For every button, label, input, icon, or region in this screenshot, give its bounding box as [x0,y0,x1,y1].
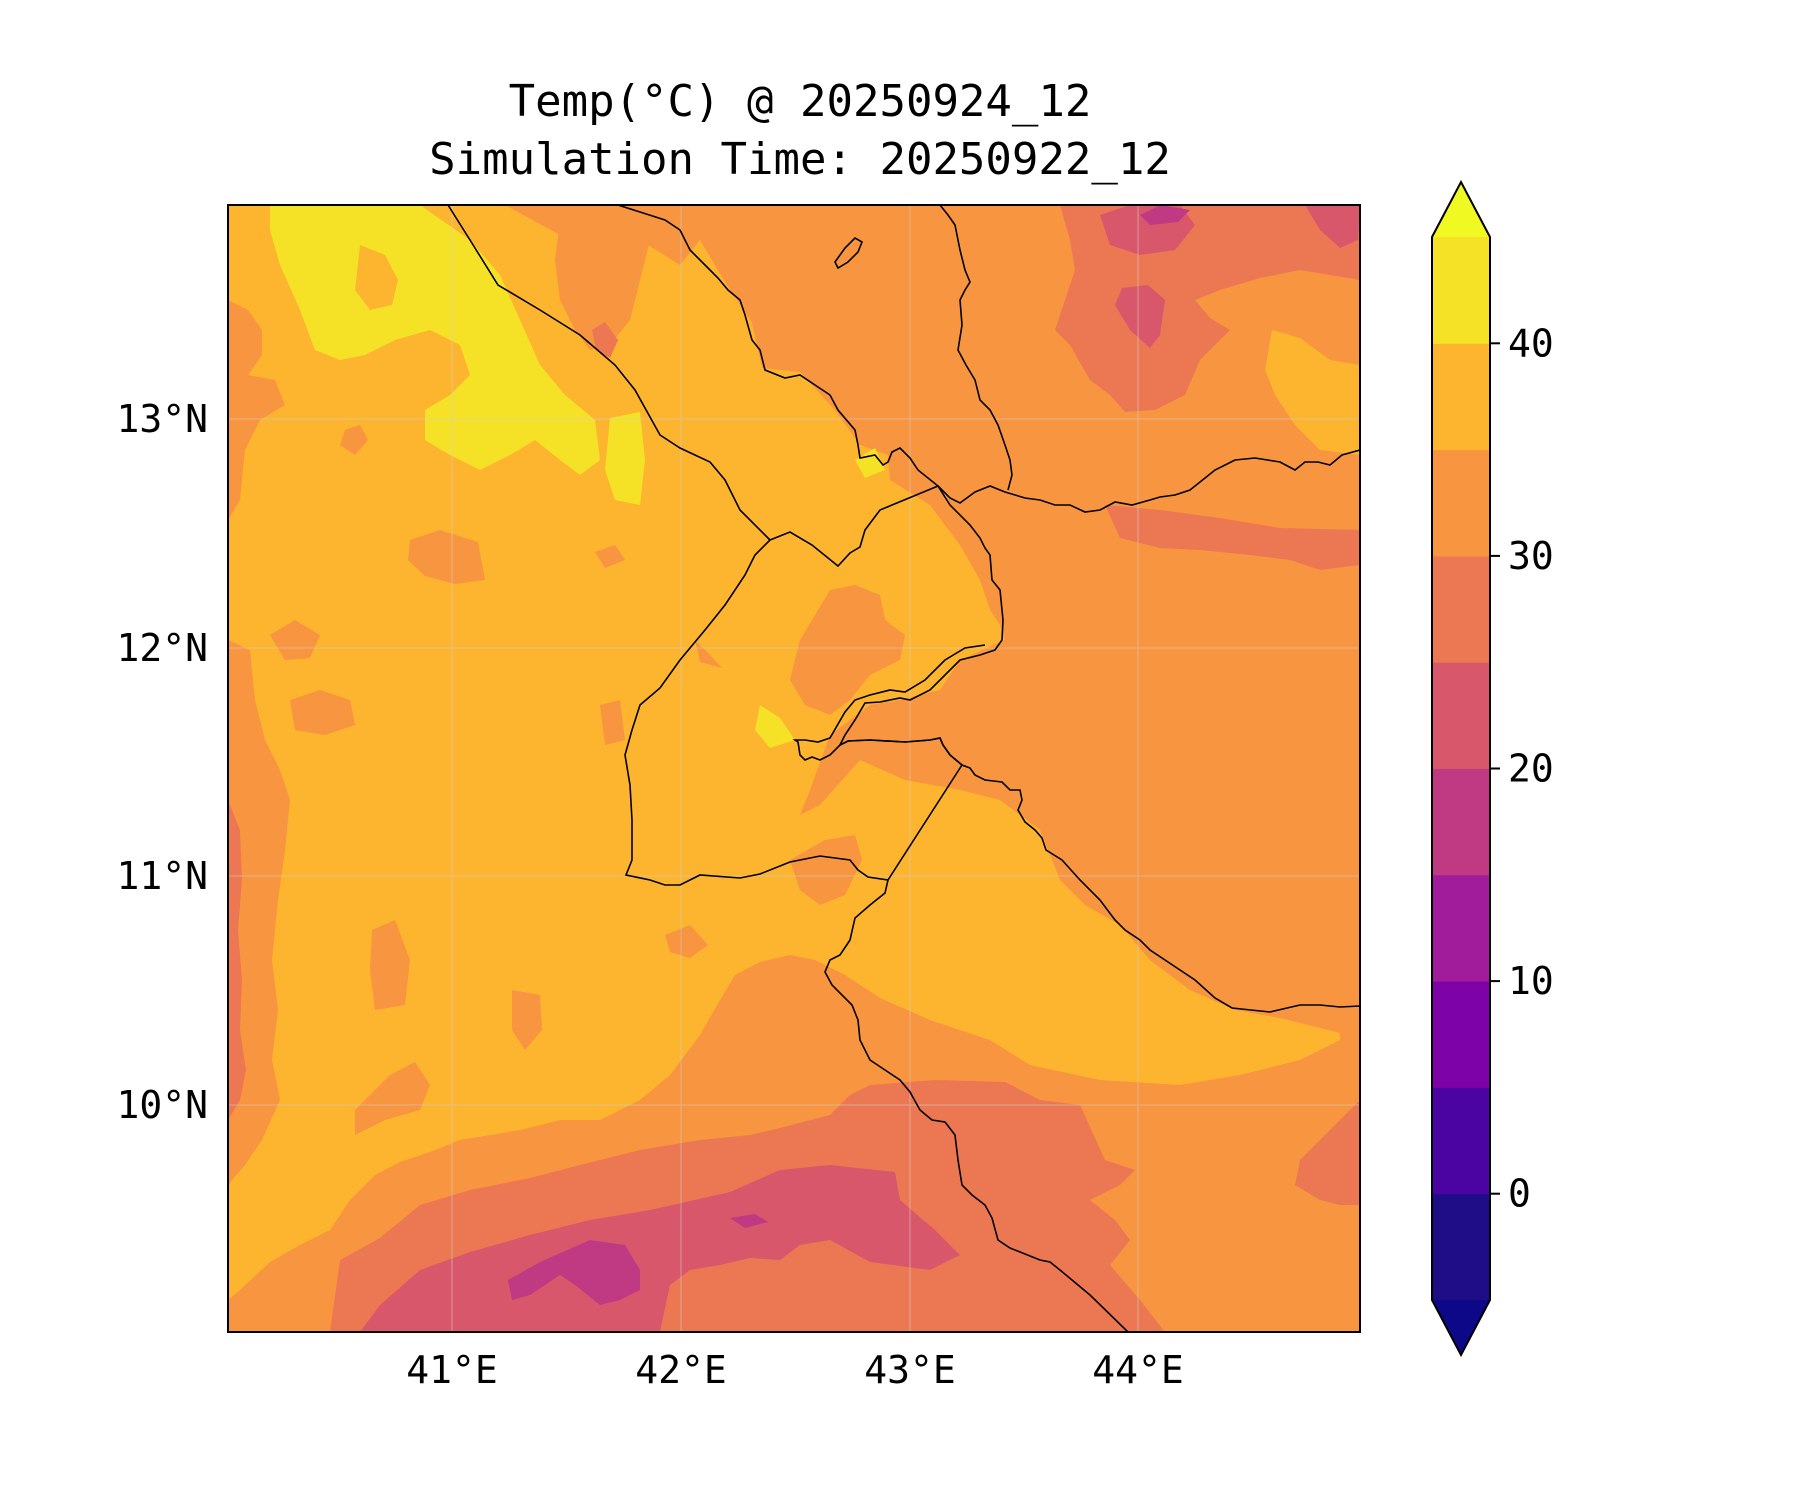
colorbar-segment [1432,555,1490,663]
colorbar-tick-label: 40 [1508,321,1554,365]
temperature-contour-fill [228,205,1360,1332]
colorbar-over-arrow [1432,182,1490,237]
contour-25-30-north-blob [592,322,618,358]
contour-25-30-east-coast [1105,505,1360,570]
colorbar-tick-label: 10 [1508,959,1554,1003]
gulf-of-tadjoura-coast [792,644,986,766]
contour-25-30-east [1055,205,1360,412]
ethiopia-djibouti-border [624,539,963,886]
contour-30-35-blob-8 [790,585,905,715]
contour-30-35-blob-14 [555,210,650,350]
arabia-coast [937,449,1360,513]
lon-tick-labels: 41°E 42°E 43°E 44°E [406,1348,1184,1392]
eritrea-djibouti-border [769,485,939,568]
contour-30-35-blob-5 [512,990,542,1050]
contour-20-25-south [360,1165,960,1332]
lon-tick-41: 41°E [406,1348,498,1392]
lon-tick-43: 43°E [864,1348,956,1392]
graticule [228,205,1360,1332]
map-title: Temp(°C) @ 20250924_12 [508,76,1092,127]
colorbar-segment [1432,1193,1490,1301]
contour-30-35-blob-9 [600,700,625,745]
colorbar-segment [1432,874,1490,982]
contour-25-30-southeast [1295,1100,1360,1205]
somalia-coast [824,879,1129,1332]
yemen-red-sea-coast [939,205,1013,491]
contour-30-35-blob-2 [290,690,355,735]
contour-30-35-blob-3 [270,620,320,660]
colorbar-segment [1432,449,1490,557]
colorbar-tick-label: 20 [1508,747,1554,791]
contour-30-35-blob-10 [695,640,722,668]
colorbar-segment [1432,768,1490,876]
contour-25-30-west [228,800,246,1120]
contour-30-35-blob-4 [370,920,410,1010]
contour-30-35-blob-7 [665,925,708,958]
contour-30-35-blob-1 [408,530,485,584]
eritrea-ethiopia-border [447,205,771,541]
colorbar-under-arrow [1432,1300,1490,1355]
colorbar: 40 30 20 10 0 [1431,179,1554,1358]
island-dahlak [834,237,864,270]
contour-20-25-east-3 [1305,205,1360,248]
contour-35-40-east [1265,330,1360,455]
contour-15-20-east [1140,205,1190,225]
lat-tick-11: 11°N [116,854,208,898]
contour-30-35-west-lower [228,640,290,1185]
lon-tick-44: 44°E [1092,1348,1184,1392]
contour-40-45-coast [855,448,885,478]
lon-tick-42: 42°E [635,1348,727,1392]
colorbar-segment [1432,237,1490,344]
coastlines-borders [447,205,1360,1332]
contour-30-35-blob-6 [355,1062,430,1135]
lat-tick-13: 13°N [116,397,208,441]
contour-30-35-blob-13 [595,545,625,568]
lat-tick-labels: 13°N 12°N 11°N 10°N [116,397,208,1127]
contour-20-25-east-2 [1115,285,1165,348]
contour-35-40-land [228,205,1340,1300]
lat-tick-10: 10°N [116,1083,208,1127]
colorbar-outline [1431,179,1491,1358]
lat-tick-12: 12°N [116,626,208,670]
colorbar-segment [1432,981,1490,1088]
colorbar-segment [1432,343,1490,451]
colorbar-tick-label: 0 [1508,1172,1531,1216]
colorbar-segment [1432,1087,1490,1195]
colorbar-tick-label: 30 [1508,534,1554,578]
contour-15-20-south [508,1240,640,1305]
contour-30-35-west [228,300,285,520]
contour-40-45-lakeside [755,705,795,748]
contour-30-35-blob-11 [340,425,368,455]
contour-40-45-north [270,205,600,475]
contour-40-45-small [605,412,645,505]
map-frame [227,204,1361,1333]
contour-30-35-blob-12 [790,835,862,905]
colorbar-segment [1432,662,1490,769]
contour-15-20-south-2 [730,1214,768,1228]
map-subtitle: Simulation Time: 20250922_12 [429,134,1171,185]
contour-40-45-north-hole [355,245,398,310]
red-sea-coast-africa [617,205,1360,1013]
